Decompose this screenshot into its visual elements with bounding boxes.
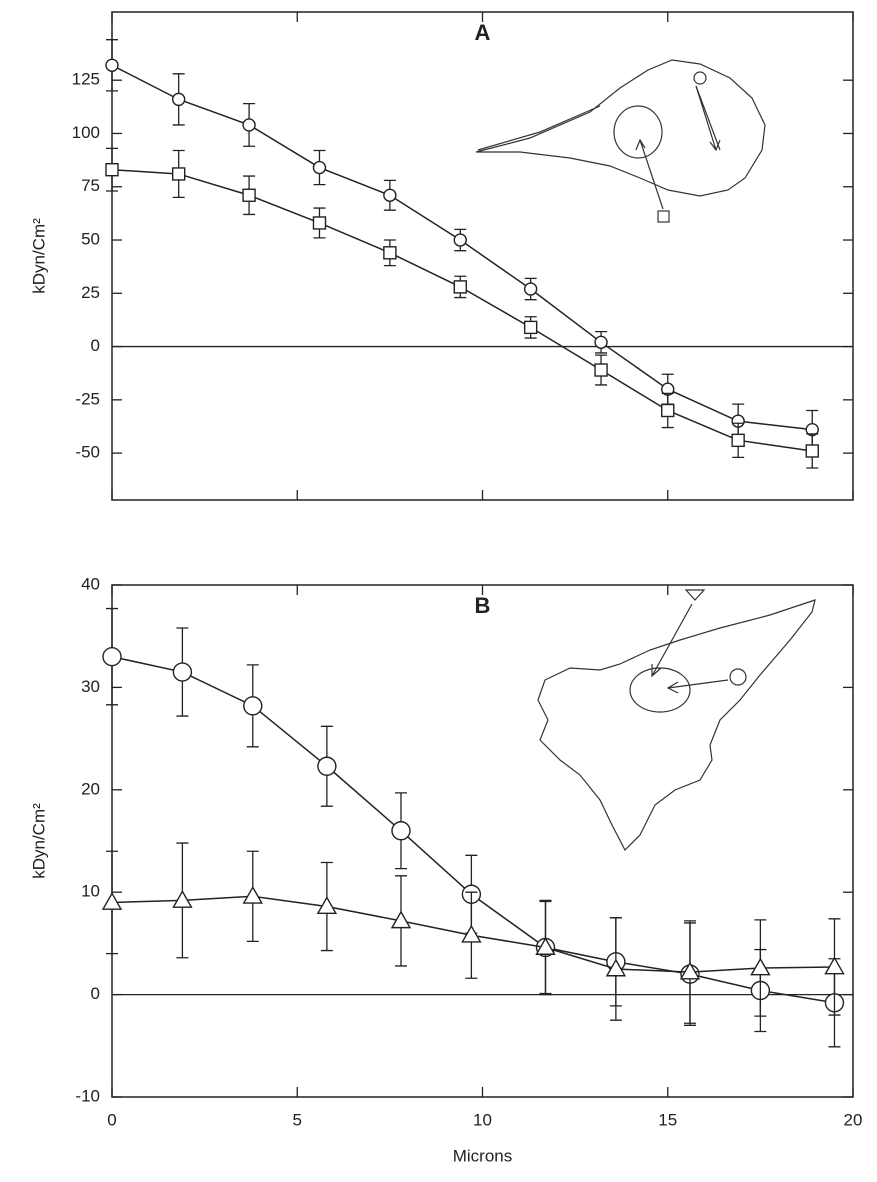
- marker-circle: [102, 646, 122, 667]
- marker-triangle: [824, 956, 845, 975]
- marker-triangle: [605, 958, 627, 977]
- marker-square: [171, 167, 186, 181]
- marker-circle: [243, 696, 263, 716]
- panel-label: A: [475, 20, 491, 45]
- marker-circle: [312, 160, 327, 175]
- y-tick-label: 10: [81, 882, 100, 901]
- marker-circle: [523, 282, 538, 296]
- marker-square: [383, 246, 397, 260]
- series-line: [111, 655, 835, 1004]
- marker-square: [312, 216, 327, 230]
- cell-sketch-a: [475, 59, 766, 223]
- y-tick-label: -25: [75, 389, 100, 408]
- y-tick-label: 75: [81, 176, 100, 195]
- y-tick-label: 0: [91, 336, 100, 355]
- marker-square: [594, 363, 608, 377]
- marker-triangle: [101, 892, 123, 910]
- marker-circle: [391, 821, 411, 841]
- x-tick-label: 20: [844, 1110, 863, 1129]
- plot-frame: [111, 584, 854, 1098]
- x-tick-label: 15: [658, 1110, 677, 1129]
- marker-square: [105, 162, 119, 177]
- y-tick-label: 125: [72, 70, 100, 89]
- x-tick-label: 5: [293, 1110, 302, 1129]
- marker-square: [453, 280, 467, 294]
- marker-circle: [105, 58, 119, 72]
- marker-circle: [317, 756, 337, 776]
- y-axis-label: kDyn/Cm²: [29, 218, 48, 294]
- series-line: [111, 168, 813, 452]
- marker-triangle: [535, 937, 556, 955]
- marker-circle: [594, 335, 608, 350]
- marker-triangle: [750, 957, 771, 976]
- y-tick-label: 0: [91, 984, 100, 1003]
- marker-square: [242, 188, 256, 202]
- marker-circle: [171, 92, 186, 107]
- marker-circle: [172, 662, 193, 682]
- y-tick-label: 40: [81, 574, 100, 593]
- y-tick-label: -50: [75, 443, 100, 462]
- x-tick-label: 0: [107, 1110, 116, 1129]
- marker-triangle: [461, 924, 482, 943]
- y-tick-label: 30: [81, 677, 100, 696]
- marker-square: [731, 433, 745, 448]
- x-tick-label: 10: [473, 1110, 492, 1129]
- marker-square: [523, 320, 538, 335]
- marker-triangle: [679, 961, 701, 980]
- y-tick-label: 25: [81, 283, 100, 302]
- panel-label: B: [475, 593, 491, 618]
- marker-triangle: [242, 885, 263, 904]
- marker-triangle: [316, 896, 338, 914]
- y-tick-label: 20: [81, 779, 100, 798]
- y-tick-label: -10: [75, 1086, 100, 1105]
- x-axis-label: Microns: [453, 1146, 513, 1165]
- y-axis-label: kDyn/Cm²: [29, 803, 48, 879]
- marker-square: [661, 403, 675, 418]
- cell-sketch-b: [537, 589, 816, 852]
- marker-square: [805, 444, 819, 458]
- marker-circle: [383, 188, 397, 202]
- marker-triangle: [390, 910, 412, 929]
- y-tick-label: 50: [81, 230, 100, 249]
- marker-triangle: [172, 889, 193, 908]
- y-tick-label: 100: [72, 123, 100, 142]
- marker-circle: [242, 118, 256, 132]
- marker-circle: [453, 233, 467, 247]
